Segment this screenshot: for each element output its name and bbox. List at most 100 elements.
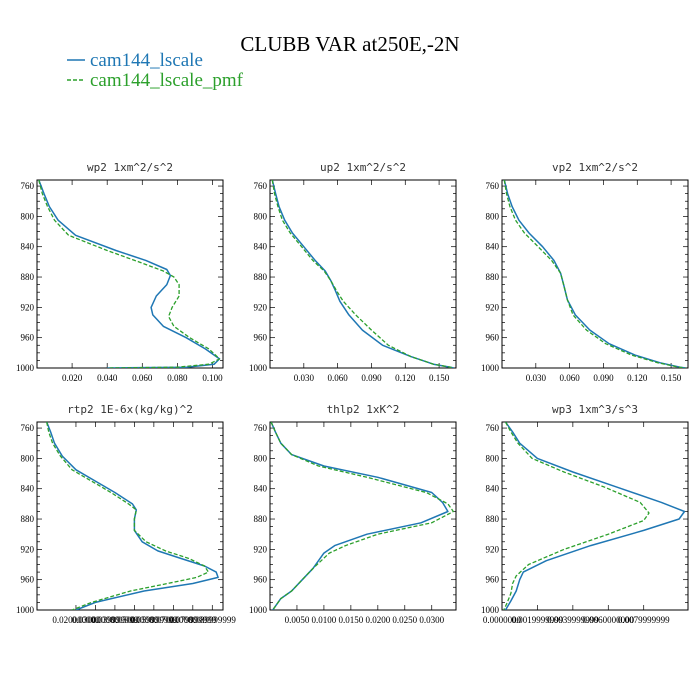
y-tick-label: 760 <box>254 181 268 191</box>
series-line-cam144-lscale <box>503 180 686 368</box>
x-tick-label: 0.040 <box>97 373 118 383</box>
chart-title: CLUBB VAR at250E,-2N <box>240 32 459 56</box>
legend-label-cam144-lscale: cam144_lscale <box>90 50 203 71</box>
x-tick-label: 0.0000000 <box>483 615 522 625</box>
y-tick-label: 880 <box>486 272 500 282</box>
y-tick-label: 960 <box>254 333 268 343</box>
x-tick-label: 0.020 <box>62 373 83 383</box>
x-tick-label: 0.0039999999 <box>547 615 599 625</box>
x-tick-label: 0.0100 <box>312 615 337 625</box>
y-tick-label: 1000 <box>249 605 268 615</box>
x-tick-label: 0.0050 <box>285 615 310 625</box>
y-tick-label: 760 <box>21 181 35 191</box>
plot-frame <box>501 421 689 611</box>
x-tick-label: 0.020000000 <box>52 615 100 625</box>
series-line-cam144-lscale-pmf <box>46 422 210 610</box>
plot-frame <box>36 179 224 369</box>
y-tick-label: 800 <box>486 453 500 463</box>
x-tick-label: 0.030 <box>294 373 315 383</box>
series-line-cam144-lscale-pmf <box>38 180 221 368</box>
y-tick-label: 880 <box>21 514 35 524</box>
y-tick-label: 920 <box>21 544 35 554</box>
y-tick-label: 1000 <box>16 605 35 615</box>
x-tick-label: 0.100 <box>202 373 223 383</box>
y-tick-label: 1000 <box>249 363 268 373</box>
x-tick-label: 0.089999999 <box>189 615 237 625</box>
plot-frame <box>501 179 689 369</box>
x-tick-label: 0.070000000 <box>150 615 198 625</box>
series-line-cam144-lscale <box>46 422 219 610</box>
series-line-cam144-lscale <box>270 422 449 610</box>
y-tick-label: 920 <box>254 302 268 312</box>
panel-title: thlp2 1xK^2 <box>327 403 400 416</box>
x-tick-label: 0.0200 <box>365 615 390 625</box>
panel-vp2: vp2 1xm^2/s^2 760 800 840 880 920 960 1000 0.030… <box>481 161 689 383</box>
y-tick-label: 1000 <box>481 605 500 615</box>
y-tick-label: 920 <box>254 544 268 554</box>
x-tick-label: 0.030000000 <box>72 615 120 625</box>
y-tick-label: 920 <box>486 302 500 312</box>
panel-up2: up2 1xm^2/s^2 760 800 840 880 920 960 1000 0.030… <box>249 161 457 383</box>
panels: wp2 1xm^2/s^2 760 800 840 880 920 960 1000 0.020… <box>16 161 689 625</box>
x-tick-label: 0.120 <box>395 373 416 383</box>
y-tick-label: 840 <box>21 484 35 494</box>
plot-frame <box>269 179 457 369</box>
series-line-cam144-lscale-pmf <box>503 422 650 610</box>
legend-label-cam144-lscale-pmf: cam144_lscale_pmf <box>90 70 244 91</box>
panel-title: vp2 1xm^2/s^2 <box>552 161 638 174</box>
x-tick-label: 0.060 <box>560 373 581 383</box>
y-tick-label: 960 <box>486 575 500 585</box>
panel-wp3: wp3 1xm^3/s^3 760 800 840 880 920 960 10000.000… <box>481 403 689 625</box>
y-tick-label: 800 <box>21 453 35 463</box>
y-tick-label: 760 <box>254 423 268 433</box>
y-tick-label: 960 <box>21 333 35 343</box>
x-tick-label: 0.060 <box>328 373 349 383</box>
series-line-cam144-lscale-pmf <box>270 422 454 610</box>
x-tick-label: 0.080 <box>167 373 188 383</box>
series-line-cam144-lscale <box>504 422 686 610</box>
x-tick-label: 0.090 <box>593 373 614 383</box>
y-tick-label: 800 <box>254 453 268 463</box>
x-tick-label: 0.150 <box>429 373 450 383</box>
y-tick-label: 920 <box>21 302 35 312</box>
y-tick-label: 840 <box>254 484 268 494</box>
y-tick-label: 880 <box>21 272 35 282</box>
x-tick-label: 0.030 <box>526 373 547 383</box>
plot-frame <box>36 421 224 611</box>
y-tick-label: 960 <box>254 575 268 585</box>
panel-title: up2 1xm^2/s^2 <box>320 161 406 174</box>
x-tick-label: 0.0079999999 <box>618 615 670 625</box>
x-tick-label: 0.050000000 <box>111 615 159 625</box>
x-tick-label: 0.090 <box>361 373 382 383</box>
y-tick-label: 880 <box>254 514 268 524</box>
y-tick-label: 840 <box>486 242 500 252</box>
y-tick-label: 760 <box>486 423 500 433</box>
panel-title: wp3 1xm^3/s^3 <box>552 403 638 416</box>
y-tick-label: 760 <box>486 181 500 191</box>
y-tick-label: 1000 <box>16 363 35 373</box>
x-tick-label: 0.120 <box>627 373 648 383</box>
panel-title: rtp2 1E-6x(kg/kg)^2 <box>67 403 193 416</box>
series-line-cam144-lscale <box>271 180 454 368</box>
x-tick-label: 0.060 <box>132 373 153 383</box>
y-tick-label: 760 <box>21 423 35 433</box>
x-tick-label: 0.0250 <box>392 615 417 625</box>
plot-frame <box>269 421 457 611</box>
x-tick-label: 0.0300 <box>419 615 444 625</box>
y-tick-label: 880 <box>486 514 500 524</box>
x-tick-label: 0.0060000000 <box>582 615 634 625</box>
y-tick-label: 880 <box>254 272 268 282</box>
x-tick-label: 0.0150 <box>338 615 363 625</box>
x-tick-label: 0.150 <box>661 373 682 383</box>
x-tick-label: 0.039999999 <box>91 615 139 625</box>
y-tick-label: 800 <box>21 211 35 221</box>
x-tick-label: 0.0019999999 <box>512 615 564 625</box>
y-tick-label: 840 <box>486 484 500 494</box>
panel-title: wp2 1xm^2/s^2 <box>87 161 173 174</box>
y-tick-label: 960 <box>486 333 500 343</box>
series-line-cam144-lscale-pmf <box>271 180 454 368</box>
y-tick-label: 800 <box>254 211 268 221</box>
